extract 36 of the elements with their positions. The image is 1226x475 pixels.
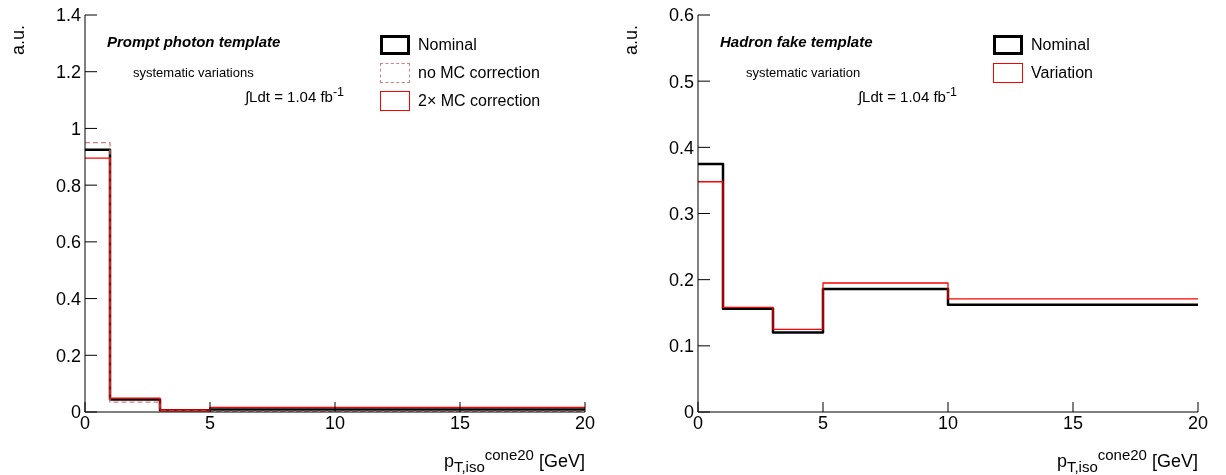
y-tick-label: 0.4 bbox=[668, 137, 694, 158]
legend-label: no MC correction bbox=[418, 64, 540, 82]
x-tick-label: 20 bbox=[1187, 412, 1209, 433]
annotation: ∫Ldt = 1.04 fb$^{-1}$ bbox=[245, 85, 345, 105]
y-tick-label: 0.2 bbox=[668, 270, 694, 291]
legend-label: 2× MC correction bbox=[418, 92, 541, 110]
text: Hadron fake template bbox=[720, 33, 873, 50]
x-axis-title: p$_{T,iso}$$^{cone20}$ [GeV] bbox=[1056, 446, 1198, 475]
x-tick-label: 10 bbox=[324, 412, 346, 433]
x-tick-label: 5 bbox=[204, 412, 216, 433]
y-tick-label: 0.6 bbox=[668, 5, 694, 26]
y-axis-title: a.u. bbox=[8, 24, 29, 55]
annotation: systematic variations bbox=[133, 65, 254, 80]
annotation: ∫Ldt = 1.04 fb$^{-1}$ bbox=[858, 85, 958, 105]
x-tick-label: 20 bbox=[574, 412, 596, 433]
legend-label: Variation bbox=[1031, 64, 1093, 82]
y-axis-title: a.u. bbox=[621, 24, 642, 55]
legend-label: Nominal bbox=[418, 36, 477, 54]
y-tick-label: 0.3 bbox=[668, 203, 694, 224]
x-tick-label: 5 bbox=[817, 412, 829, 433]
text: Prompt photon template bbox=[107, 33, 281, 50]
annotation: systematic variation bbox=[746, 65, 861, 80]
y-tick-label: 1.2 bbox=[55, 62, 81, 83]
y-tick-label: 0.8 bbox=[55, 175, 81, 196]
y-tick-label: 0.1 bbox=[668, 336, 694, 357]
x-tick-label: 15 bbox=[1062, 412, 1084, 433]
legend-label: Nominal bbox=[1031, 36, 1090, 54]
y-tick-label: 0.4 bbox=[55, 288, 81, 309]
x-tick-label: 15 bbox=[449, 412, 471, 433]
y-tick-label: 1 bbox=[70, 118, 81, 139]
y-tick-label: 1.4 bbox=[55, 5, 81, 26]
x-tick-label: 10 bbox=[937, 412, 959, 433]
x-axis-title: p$_{T,iso}$$^{cone20}$ [GeV] bbox=[443, 446, 585, 475]
y-tick-label: 0.6 bbox=[55, 232, 81, 253]
y-tick-label: 0.5 bbox=[668, 71, 694, 92]
y-tick-label: 0.2 bbox=[55, 345, 81, 366]
